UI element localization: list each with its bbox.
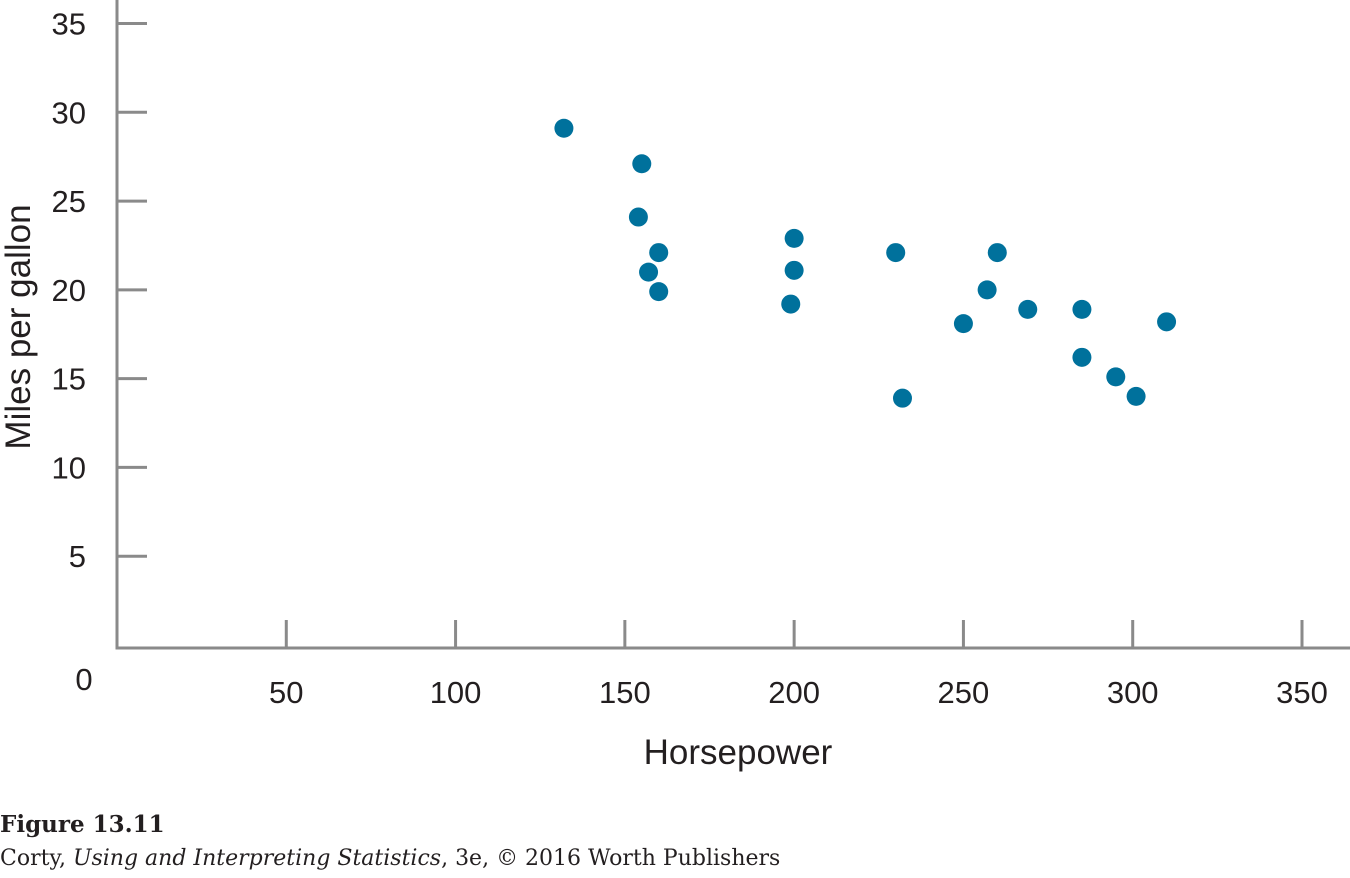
x-tick-label: 100 [430, 675, 482, 710]
y-tick-label: 5 [69, 539, 86, 574]
origin-label: 0 [75, 662, 92, 697]
x-axis-ticks: 50 100 150 200 250 300 350 [269, 620, 1328, 710]
x-tick-label: 200 [768, 675, 820, 710]
data-point [554, 118, 574, 138]
data-point [1072, 347, 1092, 367]
data-point [632, 154, 652, 174]
x-tick-label: 150 [599, 675, 651, 710]
data-point [1072, 299, 1092, 319]
figure-label: Figure 13.11 [0, 811, 165, 838]
figure-credit: Corty, Using and Interpreting Statistics… [0, 846, 780, 871]
axes [115, 0, 1350, 650]
data-point [784, 260, 804, 280]
y-tick-label: 35 [52, 7, 86, 42]
data-point [1018, 299, 1038, 319]
x-axis-title: Horsepower [644, 733, 833, 772]
data-point [886, 243, 906, 263]
data-point [1157, 312, 1177, 332]
data-point [953, 314, 973, 334]
data-point [639, 262, 659, 282]
data-points [554, 118, 1177, 408]
data-point [649, 243, 669, 263]
data-point [892, 388, 912, 408]
data-point [649, 282, 669, 302]
y-tick-label: 15 [52, 362, 86, 397]
y-tick-label: 10 [52, 450, 86, 485]
x-tick-label: 350 [1276, 675, 1328, 710]
data-point [987, 243, 1007, 263]
data-point [977, 280, 997, 300]
y-tick-label: 30 [52, 95, 86, 130]
credit-author: Corty, [0, 846, 73, 871]
data-point [1106, 367, 1126, 387]
y-tick-label: 25 [52, 184, 86, 219]
data-point [1126, 386, 1146, 406]
data-point [784, 228, 804, 248]
credit-edition: , 3e, © 2016 Worth Publishers [441, 846, 781, 871]
data-point [781, 294, 801, 314]
credit-book-title: Using and Interpreting Statistics [72, 846, 442, 871]
y-tick-label: 20 [52, 273, 86, 308]
x-tick-label: 250 [938, 675, 990, 710]
y-axis-title: Miles per gallon [0, 204, 38, 449]
x-tick-label: 50 [269, 675, 303, 710]
y-axis-ticks: 5 10 15 20 25 30 35 [52, 7, 147, 574]
data-point [628, 207, 648, 227]
x-tick-label: 300 [1107, 675, 1159, 710]
scatter-chart: 5 10 15 20 25 30 35 50 100 150 200 250 300 350 0 Hor… [0, 0, 1350, 772]
